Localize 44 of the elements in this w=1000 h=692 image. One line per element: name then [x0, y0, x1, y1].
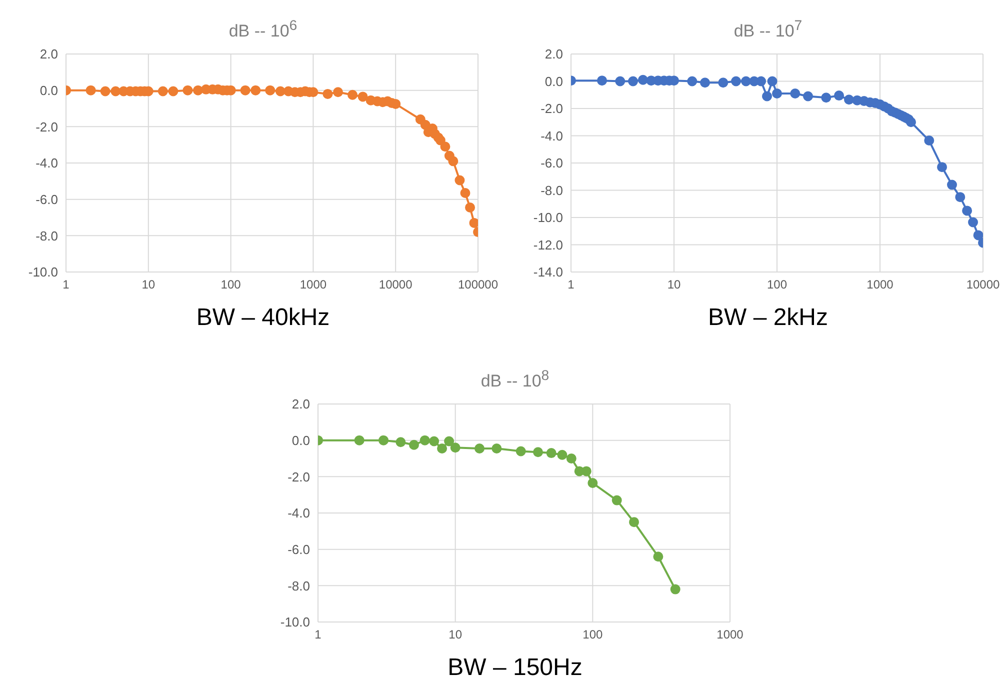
- y-tick-label: 0.0: [544, 74, 563, 89]
- x-tick-label: 1000: [866, 278, 894, 292]
- x-tick-label: 10: [448, 628, 462, 642]
- chart-title: dB -- 10$^{8}$: [480, 367, 550, 393]
- text: BW – 2kHz: [706, 304, 830, 332]
- x-tick-label: 10000: [378, 278, 413, 292]
- y-tick-label: -4.0: [36, 156, 58, 171]
- x-tick-label: 100: [766, 278, 788, 292]
- y-tick-label: -12.0: [533, 237, 563, 252]
- x-tick-label: 10: [142, 278, 156, 292]
- y-tick-label: 0.0: [292, 432, 310, 448]
- y-tick-label: -2.0: [36, 119, 58, 134]
- y-tick-label: 2.0: [40, 46, 58, 62]
- x-tick-label: 10: [667, 278, 681, 292]
- x-tick-label: 1000: [300, 278, 327, 292]
- y-tick-label: -4.0: [540, 128, 563, 144]
- y-tick-label: -8.0: [540, 182, 563, 198]
- x-tick-label: 1: [62, 278, 70, 292]
- chart-title: dB -- 10$^{6}$: [228, 17, 298, 43]
- y-tick-label: -6.0: [540, 156, 563, 171]
- x-tick-label: 100: [582, 628, 603, 642]
- y-tick-label: -2.0: [540, 101, 563, 116]
- y-tick-label: -10.0: [533, 210, 563, 226]
- y-tick-label: -10.0: [280, 614, 310, 630]
- y-tick-label: -2.0: [288, 469, 310, 484]
- x-tick-label: 1000: [716, 628, 744, 642]
- y-tick-label: -6.0: [288, 542, 310, 557]
- x-tick-label: 1: [314, 628, 322, 642]
- y-tick-label: -6.0: [36, 192, 58, 207]
- text: BW – 40kHz: [195, 304, 331, 332]
- y-tick-label: -4.0: [288, 506, 310, 521]
- x-tick-label: 100000: [458, 278, 498, 292]
- y-tick-label: 2.0: [544, 46, 563, 62]
- x-tick-label: 100: [220, 278, 242, 292]
- text: BW – 150Hz: [446, 654, 584, 682]
- y-tick-label: -8.0: [288, 578, 310, 594]
- y-tick-label: 0.0: [40, 82, 58, 98]
- chart-title: dB -- 10$^{7}$: [732, 17, 804, 43]
- y-tick-label: 2.0: [292, 396, 310, 412]
- y-tick-label: -14.0: [533, 264, 563, 280]
- y-tick-label: -8.0: [36, 228, 58, 244]
- y-tick-label: -10.0: [28, 264, 58, 280]
- x-tick-label: 10000: [966, 278, 1000, 292]
- x-tick-label: 1: [568, 278, 575, 292]
